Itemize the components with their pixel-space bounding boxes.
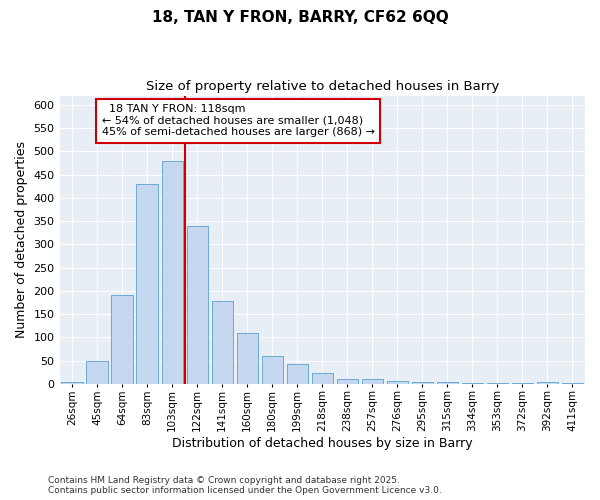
- Title: Size of property relative to detached houses in Barry: Size of property relative to detached ho…: [146, 80, 499, 93]
- Bar: [187, 226, 208, 384]
- Bar: [337, 379, 358, 384]
- Text: 18 TAN Y FRON: 118sqm  
← 54% of detached houses are smaller (1,048)
45% of semi: 18 TAN Y FRON: 118sqm ← 54% of detached …: [101, 104, 374, 138]
- Bar: [462, 383, 483, 384]
- Bar: [437, 382, 458, 384]
- Text: 18, TAN Y FRON, BARRY, CF62 6QQ: 18, TAN Y FRON, BARRY, CF62 6QQ: [152, 10, 448, 25]
- Bar: [387, 382, 408, 384]
- Bar: [412, 382, 433, 384]
- Bar: [537, 382, 558, 384]
- Bar: [311, 373, 333, 384]
- Bar: [161, 160, 183, 384]
- Text: Contains HM Land Registry data © Crown copyright and database right 2025.
Contai: Contains HM Land Registry data © Crown c…: [48, 476, 442, 495]
- Bar: [86, 360, 108, 384]
- Bar: [236, 332, 258, 384]
- Bar: [61, 382, 83, 384]
- Bar: [136, 184, 158, 384]
- X-axis label: Distribution of detached houses by size in Barry: Distribution of detached houses by size …: [172, 437, 473, 450]
- Bar: [262, 356, 283, 384]
- Bar: [112, 296, 133, 384]
- Bar: [287, 364, 308, 384]
- Y-axis label: Number of detached properties: Number of detached properties: [15, 141, 28, 338]
- Bar: [212, 301, 233, 384]
- Bar: [362, 379, 383, 384]
